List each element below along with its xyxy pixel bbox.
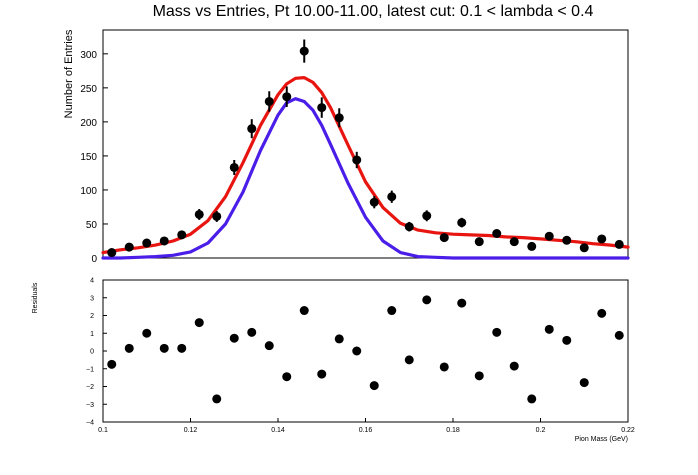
residual-point (614, 330, 624, 340)
residual-plot: −4 −3 −2 −1 0 1 2 3 4 0.1 0.12 0.14 0.16 0.18 0.2 0.22… (32, 278, 635, 444)
data-point (334, 113, 344, 123)
main-y-tick-label: 100 (80, 186, 97, 197)
residual-point (422, 295, 432, 305)
residual-point (282, 372, 292, 382)
residual-y-tick-label: −4 (86, 420, 94, 427)
main-y-tick-label: 150 (80, 152, 97, 163)
data-point (509, 237, 519, 247)
residual-point (334, 334, 344, 344)
residual-point (124, 343, 134, 353)
data-point (597, 234, 607, 244)
main-y-tick-label: 50 (86, 220, 98, 231)
residual-point (352, 346, 362, 356)
residual-x-tick-label: 0.1 (98, 427, 108, 434)
chart-title: Mass vs Entries, Pt 10.00-11.00, latest … (153, 3, 594, 20)
residual-y-axis-label: Residuals (32, 282, 39, 313)
data-point (142, 238, 152, 248)
residual-point (597, 308, 607, 318)
residual-point (457, 298, 467, 308)
residual-point (579, 378, 589, 388)
residual-x-tick-label: 0.12 (184, 427, 198, 434)
residual-point (544, 324, 554, 334)
residual-y-tick-label: −1 (86, 366, 94, 373)
data-point (439, 233, 449, 243)
data-point (177, 230, 187, 240)
data-point (247, 124, 257, 134)
main-y-tick-label: 0 (91, 254, 97, 265)
residual-x-axis-ticks: 0.1 0.12 0.14 0.16 0.18 0.2 0.22 (98, 418, 635, 434)
data-point (159, 236, 169, 246)
data-point (562, 235, 572, 245)
residual-point (247, 327, 257, 337)
residual-point (509, 361, 519, 371)
residual-point (212, 394, 222, 404)
residual-x-tick-label: 0.14 (271, 427, 285, 434)
data-point (369, 197, 379, 207)
data-point (492, 228, 502, 238)
residual-point (562, 335, 572, 345)
residual-point (229, 333, 239, 343)
residual-y-tick-label: 2 (90, 313, 94, 320)
residual-x-axis-label: Pion Mass (GeV) (575, 436, 628, 443)
residual-point (317, 369, 327, 379)
residual-y-tick-label: −2 (86, 384, 94, 391)
residual-point (264, 341, 274, 351)
data-point (317, 103, 327, 113)
data-point (544, 231, 554, 241)
residual-point (177, 343, 187, 353)
residual-point (159, 343, 169, 353)
data-point (579, 243, 589, 253)
main-y-tick-label: 300 (80, 50, 97, 61)
main-y-axis-label: Number of Entries (63, 29, 75, 118)
data-point (527, 241, 537, 251)
data-points (107, 39, 624, 258)
residual-x-tick-label: 0.2 (536, 427, 546, 434)
residual-point (194, 318, 204, 328)
residual-point (474, 371, 484, 381)
residual-x-tick-label: 0.22 (621, 427, 635, 434)
data-point (124, 242, 134, 252)
signal-fit-curve (101, 97, 630, 260)
residual-y-tick-label: 1 (90, 331, 94, 338)
data-point (352, 155, 362, 165)
main-y-tick-label: 250 (80, 84, 97, 95)
total-fit-curve (101, 76, 630, 255)
data-point (264, 96, 274, 106)
residual-point (387, 306, 397, 316)
residual-y-tick-label: 4 (90, 278, 94, 285)
residual-point (107, 359, 117, 369)
residual-point (404, 355, 414, 365)
data-point (282, 92, 292, 102)
residual-y-tick-label: −3 (86, 402, 94, 409)
main-plot: 0 50 100 150 200 250 300 Number of Entries (63, 29, 630, 265)
residual-y-tick-label: 3 (90, 295, 94, 302)
residual-y-tick-label: 0 (90, 349, 94, 356)
data-point (299, 46, 309, 56)
residual-y-axis-ticks: −4 −3 −2 −1 0 1 2 3 4 (86, 278, 107, 427)
main-y-axis-ticks: 0 50 100 150 200 250 300 (80, 50, 108, 265)
residual-points (107, 295, 624, 404)
data-point (387, 192, 397, 202)
residual-point (299, 306, 309, 316)
main-plot-frame (102, 29, 629, 259)
data-point (422, 211, 432, 221)
residual-point (369, 381, 379, 391)
data-point (212, 211, 222, 221)
data-point (229, 162, 239, 172)
data-point (404, 222, 414, 232)
residual-point (439, 362, 449, 372)
residual-point (142, 328, 152, 338)
data-point (457, 218, 467, 228)
residual-point (527, 394, 537, 404)
data-point (474, 237, 484, 247)
main-y-tick-label: 200 (80, 118, 97, 129)
data-point (107, 248, 117, 258)
residual-x-tick-label: 0.16 (359, 427, 373, 434)
residual-x-tick-label: 0.18 (446, 427, 460, 434)
residual-point (492, 327, 502, 337)
data-point (194, 209, 204, 219)
data-point (614, 239, 624, 249)
